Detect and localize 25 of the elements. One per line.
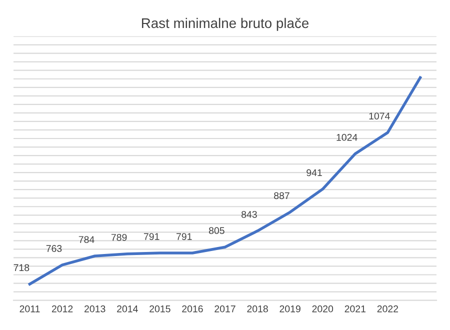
data-label: 1024	[336, 134, 358, 141]
x-tick-label: 2013	[84, 305, 106, 312]
data-label: 718	[14, 264, 30, 272]
x-tick-label: 2016	[182, 305, 203, 312]
x-tick-label: 2020	[312, 305, 334, 312]
data-label: 763	[46, 245, 62, 252]
x-tick-label: 2014	[117, 305, 138, 312]
chart-title: Rast minimalne bruto plače	[142, 18, 309, 31]
data-label: 1074	[369, 112, 390, 120]
data-label: 791	[144, 233, 160, 240]
data-label: 791	[176, 233, 192, 240]
x-tick-label: 2022	[377, 305, 398, 312]
x-tick-label: 2021	[344, 305, 366, 312]
x-tick-label: 2011	[20, 305, 40, 312]
data-label: 941	[306, 169, 322, 176]
data-label: 887	[274, 192, 290, 200]
data-label: 843	[242, 210, 257, 218]
x-tick-label: 2019	[280, 305, 300, 312]
x-tick-label: 2018	[247, 305, 268, 312]
data-label: 784	[78, 236, 94, 243]
x-tick-label: 2012	[52, 305, 73, 312]
data-label: 789	[111, 234, 127, 241]
x-tick-label: 2017	[214, 305, 236, 312]
data-label: 805	[208, 227, 224, 234]
x-tick-label: 2015	[150, 305, 170, 312]
